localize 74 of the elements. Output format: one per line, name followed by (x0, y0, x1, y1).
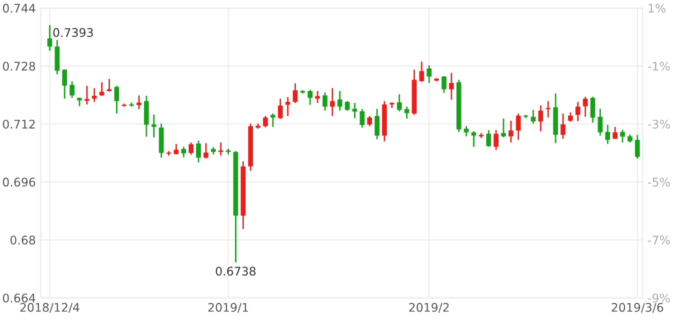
y-tick-label: 0.696 (2, 178, 36, 187)
candlestick (419, 60, 424, 82)
candlestick (568, 112, 573, 122)
candlestick (181, 146, 186, 158)
candlestick (426, 64, 432, 84)
y2-tick-label: -7% (648, 236, 670, 245)
y2-tick-label: -3% (648, 120, 670, 129)
y2-tick-label: -1% (648, 62, 670, 71)
candlestick (367, 115, 372, 127)
candlestick (322, 92, 328, 112)
candlestick (218, 142, 224, 156)
y-tick-label: 0.744 (2, 4, 36, 13)
candlestick (292, 82, 298, 104)
candlestick (62, 68, 68, 100)
candlestick (114, 85, 120, 114)
x-tick-label: 2018/12/4 (20, 302, 80, 313)
x-tick-label: 2019/2 (409, 302, 449, 313)
candlestick (442, 75, 446, 94)
candlestick (605, 124, 610, 145)
annotation: 0.7393 (53, 28, 93, 37)
y-tick-label: 0.68 (10, 236, 36, 245)
candlestick (344, 100, 350, 112)
y2-tick-label: -9% (648, 294, 670, 303)
candlestick (538, 104, 544, 132)
candlestick (634, 134, 640, 160)
candlestick (84, 85, 90, 106)
candlestick (560, 112, 566, 140)
candlestick (449, 72, 454, 100)
candlestick (174, 143, 179, 156)
candlestick (47, 24, 52, 52)
candlestick (612, 126, 618, 140)
candlestick (278, 98, 283, 120)
candlestick (136, 94, 142, 110)
candlestick (106, 78, 112, 92)
candlestick (590, 96, 596, 124)
x-tick-label: 2019/1 (208, 302, 248, 313)
candlestick (308, 89, 313, 106)
candlestick (360, 108, 365, 128)
x-tick-label: 2019/3/6 (612, 302, 664, 313)
y2-tick-label: 1% (648, 4, 666, 13)
candlestick (582, 96, 588, 118)
candlestick (144, 95, 149, 138)
y-tick-label: 0.712 (2, 120, 35, 129)
candlestick (337, 90, 342, 112)
candlestick (285, 96, 290, 117)
candlestick (546, 100, 551, 118)
candlestick (204, 142, 208, 160)
candlestick (396, 94, 402, 112)
candlestick (70, 80, 74, 99)
y-tick-label: 0.728 (2, 62, 36, 71)
candlestick (92, 87, 97, 103)
candlestick (494, 129, 498, 151)
candlestick (516, 112, 521, 141)
annotation: 0.6738 (216, 266, 256, 276)
candlestick (188, 142, 194, 156)
candlestick (464, 125, 469, 137)
candlestick (598, 108, 603, 136)
candlestick (196, 140, 201, 164)
candlestick (99, 82, 104, 96)
candlestick (501, 118, 506, 138)
y2-tick-label: -5% (648, 178, 670, 187)
candlestick (315, 90, 320, 104)
candlestick (151, 114, 156, 138)
candlestick (620, 129, 625, 144)
candlestick (508, 120, 514, 144)
candlestick (270, 112, 276, 128)
candlestick (530, 109, 536, 124)
candlestick (263, 115, 268, 128)
candlestick (330, 87, 335, 117)
candlestick (404, 106, 410, 120)
candlestick (486, 129, 492, 148)
candlestick (374, 108, 380, 140)
candlestick (575, 101, 580, 122)
y-tick-label: 0.664 (2, 294, 36, 303)
